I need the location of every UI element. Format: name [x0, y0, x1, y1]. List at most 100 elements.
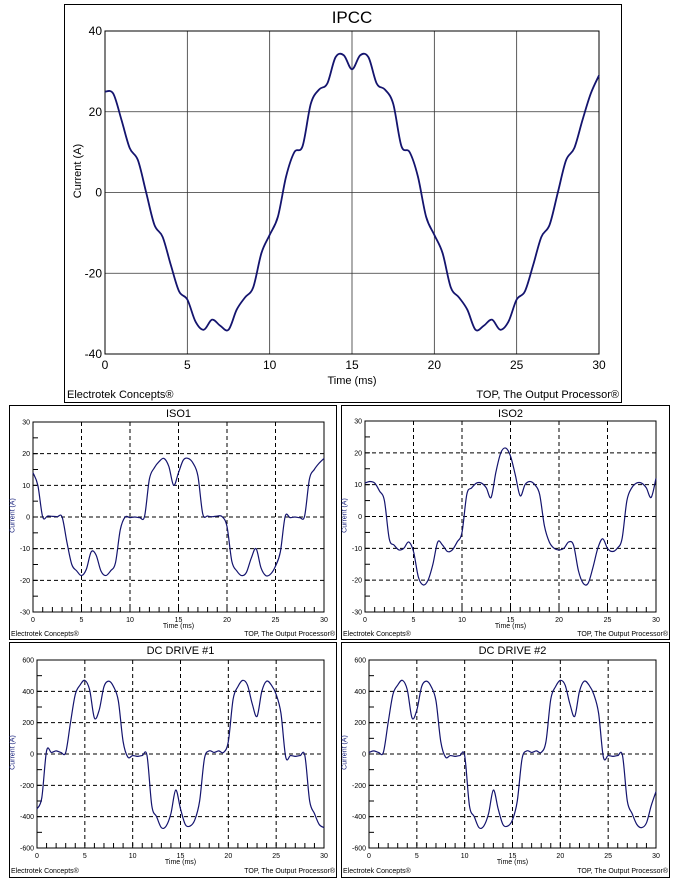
y-tick-label: 10	[22, 483, 30, 490]
y-tick-label: 400	[354, 689, 366, 696]
y-tick-label: -600	[352, 845, 366, 852]
y-tick-label: 0	[362, 751, 366, 758]
x-tick-label: 10	[461, 853, 469, 860]
footer-right: TOP, The Output Processor®	[577, 868, 668, 875]
x-tick-label: 25	[604, 617, 612, 624]
y-tick-label: 0	[26, 514, 30, 521]
chart-dc-drive-2: DC DRIVE #2 Time (ms) Current (A) Electr…	[341, 642, 670, 878]
x-tick-label: 15	[509, 853, 517, 860]
y-tick-label: 20	[89, 105, 103, 119]
footer-left: Electrotek Concepts®	[343, 868, 411, 875]
x-tick-label: 15	[507, 617, 515, 624]
plot-frame	[32, 421, 325, 613]
x-tick-label: 15	[345, 358, 359, 372]
x-tick-label: 10	[458, 617, 466, 624]
footer-left: Electrotek Concepts®	[11, 868, 79, 875]
y-tick-label: 40	[89, 24, 103, 38]
chart-svg: 0 5 10 15 20 25 30 -30 -20 -10 0 10 20 30	[20, 419, 328, 624]
y-tick-label: 30	[354, 418, 362, 425]
x-tick-label: 0	[367, 853, 371, 860]
x-tick-label: 0	[363, 617, 367, 624]
y-tick-label: -10	[352, 546, 362, 553]
x-axis-label: Time (ms)	[164, 859, 197, 866]
chart-title: DC DRIVE #1	[146, 645, 215, 657]
footer-right: TOP, The Output Processor®	[244, 631, 335, 638]
x-tick-label: 30	[320, 617, 328, 624]
chart-svg: 0 5 10 15 20 25 30 -40 -20 0 20 40	[85, 24, 606, 372]
plot-frame	[368, 659, 657, 849]
chart-title: ISO2	[497, 408, 524, 420]
x-tick-label: 30	[592, 358, 606, 372]
chart-title: ISO1	[165, 408, 192, 420]
footer-right: TOP, The Output Processor®	[476, 389, 619, 401]
chart-title: DC DRIVE #2	[478, 645, 547, 657]
x-tick-label: 20	[555, 617, 563, 624]
y-tick-label: -20	[20, 578, 30, 585]
chart-svg: 0 5 10 15 20 25 30 -30 -20 -10 0 10 20 30	[352, 418, 660, 624]
x-axis-label: Time (ms)	[496, 859, 529, 866]
y-tick-label: 0	[95, 186, 102, 200]
y-tick-label: 200	[22, 720, 34, 727]
x-tick-label: 25	[272, 617, 280, 624]
y-tick-label: 600	[354, 657, 366, 664]
y-tick-label: -10	[20, 546, 30, 553]
y-tick-label: -200	[352, 783, 366, 790]
chart-svg: 0 5 10 15 20 25 30 -600 -400 -200 0 200 400 600	[352, 657, 660, 860]
x-tick-label: 10	[263, 358, 277, 372]
y-tick-label: -30	[352, 609, 362, 616]
y-tick-label: -20	[352, 578, 362, 585]
y-tick-label: -20	[85, 266, 103, 280]
x-axis-label: Time (ms)	[162, 623, 195, 630]
y-tick-label: 400	[22, 689, 34, 696]
y-tick-label: 30	[22, 419, 30, 426]
x-tick-label: 20	[428, 358, 442, 372]
x-tick-label: 25	[510, 358, 524, 372]
x-tick-label: 5	[80, 617, 84, 624]
x-tick-label: 20	[223, 617, 231, 624]
chart-iso2: ISO2 Time (ms) Current (A) Electrotek Co…	[341, 405, 670, 640]
y-tick-label: 20	[354, 450, 362, 457]
chart-iso1: ISO1 Time (ms) Current (A) Electrotek Co…	[9, 405, 337, 640]
x-tick-label: 10	[126, 617, 134, 624]
x-tick-label: 30	[320, 853, 328, 860]
footer-left: Electrotek Concepts®	[11, 631, 79, 638]
y-tick-label: -600	[20, 845, 34, 852]
chart-ipcc: IPCC Time (ms) Current (A) Electrotek Co…	[64, 4, 622, 403]
x-tick-label: 15	[177, 853, 185, 860]
y-tick-label: 200	[354, 720, 366, 727]
y-tick-label: -400	[352, 814, 366, 821]
chart-title: IPCC	[331, 8, 373, 27]
x-tick-label: 30	[652, 617, 660, 624]
plot-frame	[104, 30, 600, 355]
x-tick-label: 25	[604, 853, 612, 860]
x-tick-label: 10	[129, 853, 137, 860]
x-tick-label: 25	[272, 853, 280, 860]
y-tick-label: -30	[20, 609, 30, 616]
y-tick-label: -400	[20, 814, 34, 821]
y-tick-label: 10	[354, 482, 362, 489]
x-tick-label: 5	[184, 358, 191, 372]
x-tick-label: 0	[35, 853, 39, 860]
x-tick-label: 0	[31, 617, 35, 624]
chart-svg: 0 5 10 15 20 25 30 -600 -400 -200 0 200 400 600	[20, 657, 328, 860]
x-axis-label: Time (ms)	[327, 375, 377, 387]
x-tick-label: 5	[83, 853, 87, 860]
x-tick-label: 15	[175, 617, 183, 624]
footer-right: TOP, The Output Processor®	[244, 868, 335, 875]
chart-dc-drive-1: DC DRIVE #1 Time (ms) Current (A) Electr…	[9, 642, 337, 878]
x-tick-label: 5	[412, 617, 416, 624]
plot-frame	[36, 659, 325, 849]
y-tick-label: 0	[30, 751, 34, 758]
y-tick-label: 600	[22, 657, 34, 664]
footer-left: Electrotek Concepts®	[67, 389, 174, 401]
plot-frame	[364, 420, 657, 613]
y-tick-label: -40	[85, 347, 103, 361]
y-tick-label: 20	[22, 451, 30, 458]
x-tick-label: 0	[102, 358, 109, 372]
x-tick-label: 20	[556, 853, 564, 860]
footer-right: TOP, The Output Processor®	[577, 631, 668, 638]
footer-left: Electrotek Concepts®	[343, 631, 411, 638]
x-axis-label: Time (ms)	[494, 623, 527, 630]
x-tick-label: 30	[652, 853, 660, 860]
x-tick-label: 5	[415, 853, 419, 860]
